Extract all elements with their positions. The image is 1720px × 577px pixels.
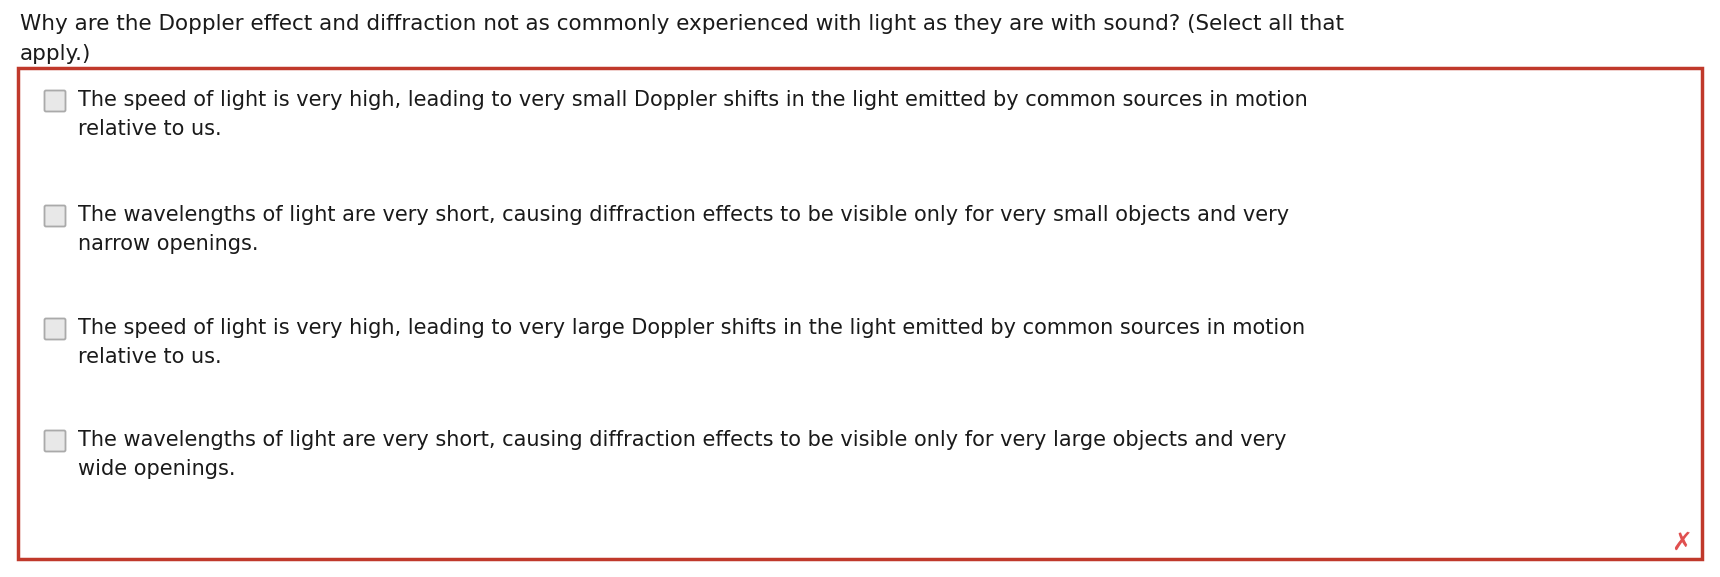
Text: The speed of light is very high, leading to very large Doppler shifts in the lig: The speed of light is very high, leading… bbox=[77, 318, 1305, 367]
Text: Why are the Doppler effect and diffraction not as commonly experienced with ligh: Why are the Doppler effect and diffracti… bbox=[21, 14, 1343, 34]
Text: The wavelengths of light are very short, causing diffraction effects to be visib: The wavelengths of light are very short,… bbox=[77, 430, 1287, 479]
Bar bbox=[17, 68, 1703, 559]
FancyBboxPatch shape bbox=[45, 319, 65, 339]
Text: ✗: ✗ bbox=[1672, 531, 1692, 555]
Text: The wavelengths of light are very short, causing diffraction effects to be visib: The wavelengths of light are very short,… bbox=[77, 205, 1288, 254]
FancyBboxPatch shape bbox=[45, 430, 65, 451]
Text: The speed of light is very high, leading to very small Doppler shifts in the lig: The speed of light is very high, leading… bbox=[77, 90, 1307, 139]
FancyBboxPatch shape bbox=[45, 205, 65, 227]
FancyBboxPatch shape bbox=[45, 91, 65, 111]
Text: apply.): apply.) bbox=[21, 44, 91, 64]
